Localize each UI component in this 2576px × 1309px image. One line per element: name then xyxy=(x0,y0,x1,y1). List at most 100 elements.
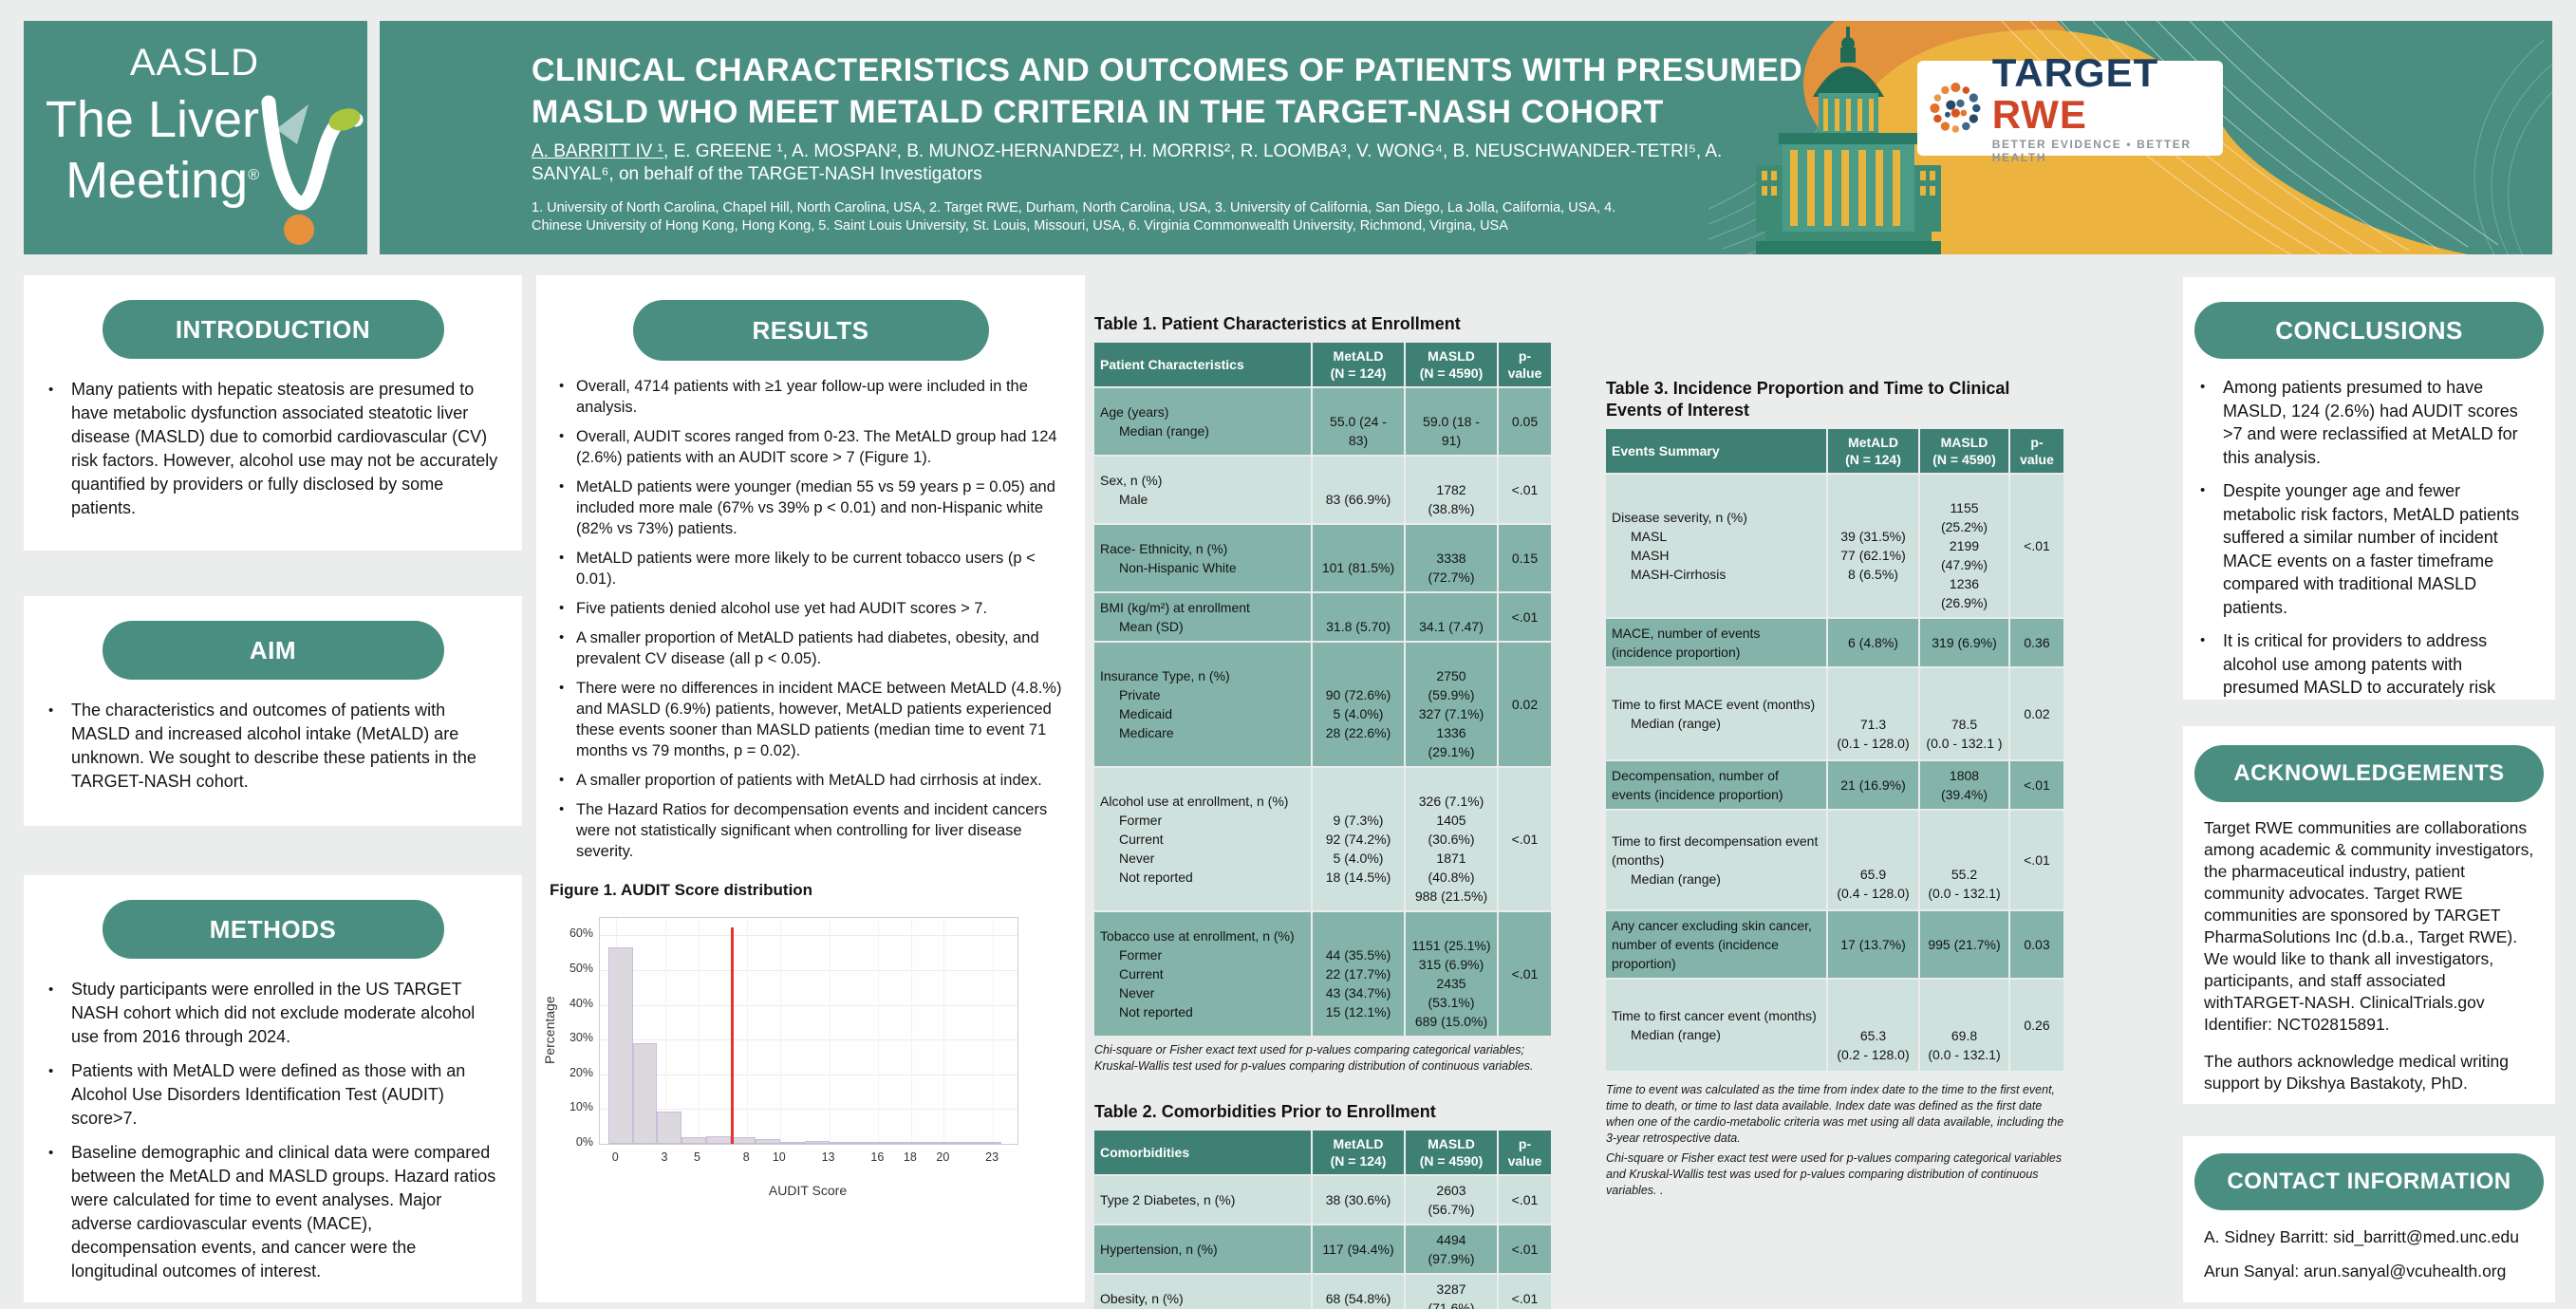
y-tick-label: 60% xyxy=(569,926,593,941)
target-rwe-wordmark: TARGET RWE xyxy=(1991,50,2159,137)
cell-value: 3338 (72.7%) xyxy=(1406,525,1497,591)
element: Not reported xyxy=(1119,1004,1193,1019)
cell-value: 6 (4.8%) xyxy=(1828,619,1918,666)
gridline xyxy=(600,1004,1017,1006)
element: 39 (31.5%) xyxy=(1840,529,1906,544)
aasld-swoosh-icon xyxy=(261,95,364,245)
x-tick-label: 13 xyxy=(821,1150,835,1164)
column-header: Comorbidities xyxy=(1094,1131,1311,1174)
threshold-line xyxy=(731,927,735,1144)
cell-pvalue: 0.36 xyxy=(2010,619,2063,666)
element: 988 (21.5%) xyxy=(1414,888,1488,904)
column-header: MetALD (N = 124) xyxy=(1313,1131,1404,1174)
x-tick-label: 3 xyxy=(661,1150,668,1164)
element: 77 (62.1%) xyxy=(1840,548,1906,563)
y-axis-ticks: 0% 10% 20% 30% 40% 50% 60% xyxy=(557,917,599,1149)
row-label: Time to first cancer event (months) Media… xyxy=(1606,980,1826,1071)
cell-pvalue: 0.03 xyxy=(2010,911,2063,978)
histogram-bar xyxy=(731,1136,756,1144)
y-axis-label: Percentage xyxy=(542,996,557,1064)
figure-1: Figure 1. AUDIT Score distribution Perce… xyxy=(536,881,1085,1198)
header-banner: TARGET RWE BETTER EVIDENCE • BETTER HEAL… xyxy=(380,21,2552,254)
target-rwe-dots-icon xyxy=(1930,83,1981,133)
cell-value: 38 (30.6%) xyxy=(1313,1176,1404,1224)
bullet-item: Among patients presumed to have MASLD, 1… xyxy=(2189,376,2538,469)
histogram-bar xyxy=(951,1142,977,1144)
cell-value: 1155 (25.2%) 2199 (47.9%) 1236 (26.9%) xyxy=(1920,475,2008,617)
element: Time to first decompensation event (mont… xyxy=(1612,833,1819,868)
aasld-meeting-line1: The Liver xyxy=(45,91,259,148)
footnote-text: Chi-square or Fisher exact text used for… xyxy=(1094,1043,1534,1073)
table-row: Time to first cancer event (months) Media… xyxy=(1606,980,2081,1071)
cell-pvalue: 0.02 xyxy=(2010,668,2063,759)
histogram-bar xyxy=(779,1142,805,1144)
contact-lines: A. Sidney Barritt: sid_barritt@med.unc.e… xyxy=(2204,1225,2534,1282)
element: (0.0 - 132.1) xyxy=(1928,886,2001,901)
conclusions-bullets: Among patients presumed to have MASLD, 1… xyxy=(2189,376,2538,700)
x-tick-label: 10 xyxy=(772,1150,786,1164)
element: 1336 (29.1%) xyxy=(1428,725,1475,759)
element: 69.8 xyxy=(1951,1028,1978,1043)
results-heading: RESULTS xyxy=(632,300,989,361)
element: MACE, number of events (incidence propor… xyxy=(1612,626,1761,660)
cell-pvalue: <.01 xyxy=(1499,912,1551,1036)
cell-value: 1808 (39.4%) xyxy=(1920,761,2008,809)
element: Medicare xyxy=(1119,725,1174,740)
gridline xyxy=(600,1039,1017,1041)
element: 5 (4.0%) xyxy=(1333,706,1384,721)
histogram-bar xyxy=(903,1142,928,1144)
element: Decompensation, number of events (incide… xyxy=(1612,768,1783,802)
table-row: BMI (kg/m²) at enrollment Mean (SD) 31.8 (… xyxy=(1094,593,1552,641)
aim-card: AIM The characteristics and outcomes of … xyxy=(24,596,522,826)
table3-footnote: Time to event was calculated as the time… xyxy=(1606,1082,2067,1199)
x-tick-label: 18 xyxy=(903,1150,917,1164)
element: MASH-Cirrhosis xyxy=(1631,567,1727,582)
tables-column: Table 1. Patient Characteristics at Enro… xyxy=(1094,313,1552,1309)
element: 5 (4.0%) xyxy=(1333,851,1384,866)
x-tick-label: 23 xyxy=(985,1150,999,1164)
bullet-item: Patients with MetALD were defined as tho… xyxy=(37,1059,499,1131)
results-card: RESULTS Overall, 4714 patients with ≥1 y… xyxy=(536,275,1085,1302)
histogram-plot xyxy=(599,917,1018,1145)
conclusions-heading: CONCLUSIONS xyxy=(2194,302,2544,359)
cell-value: 995 (21.7%) xyxy=(1920,911,2008,978)
cell-value: 68 (54.8%) xyxy=(1313,1275,1404,1309)
element: 1151 (25.1%) xyxy=(1411,938,1491,953)
row-label: Type 2 Diabetes, n (%) xyxy=(1094,1176,1311,1224)
cell-value: 17 (13.7%) xyxy=(1828,911,1918,978)
element: 78.5 xyxy=(1951,717,1978,732)
cell-value: 3287 (71.6%) xyxy=(1406,1275,1497,1309)
x-tick-label: 20 xyxy=(936,1150,950,1164)
cell-value: 117 (94.4%) xyxy=(1313,1225,1404,1273)
row-label: Tobacco use at enrollment, n (%) Former Cu… xyxy=(1094,912,1311,1036)
element: (0.4 - 128.0) xyxy=(1837,886,1910,901)
y-tick-label: 0% xyxy=(575,1135,593,1149)
gridline xyxy=(878,918,880,1144)
introduction-card: INTRODUCTION Many patients with hepatic … xyxy=(24,275,522,551)
histogram-bar xyxy=(976,1142,1001,1144)
element: 315 (6.9%) xyxy=(1418,957,1484,972)
cell-value: 65.3 (0.2 - 128.0) xyxy=(1828,980,1918,1071)
element: Tobacco use at enrollment, n (%) xyxy=(1100,928,1295,944)
table-row: Insurance Type, n (%) Private Medicaid Medi… xyxy=(1094,643,1552,766)
row-label: Race- Ethnicity, n (%) Non-Hispanic White xyxy=(1094,525,1311,591)
gridline xyxy=(993,918,995,1144)
element: 65.9 xyxy=(1859,867,1887,882)
element: 44 (35.5%) xyxy=(1325,947,1391,963)
table3-title: Table 3. Incidence Proportion and Time t… xyxy=(1606,379,2010,420)
element: 2435 (53.1%) xyxy=(1428,976,1475,1010)
row-label: Decompensation, number of events (incide… xyxy=(1606,761,1826,809)
gridline xyxy=(779,918,781,1144)
bullet-item: Baseline demographic and clinical data w… xyxy=(37,1141,499,1283)
table2-title: Table 2. Comorbidities Prior to Enrollme… xyxy=(1094,1102,1436,1121)
cell-pvalue: <.01 xyxy=(1499,1225,1551,1273)
cell-pvalue: <.01 xyxy=(2010,811,2063,909)
cell-pvalue: 0.05 xyxy=(1499,388,1551,455)
element: Not reported xyxy=(1119,870,1193,885)
element: Time to first MACE event (months) xyxy=(1612,697,1816,712)
column-header: p-value xyxy=(1499,1131,1551,1174)
cell-pvalue: <.01 xyxy=(2010,475,2063,617)
affiliations: 1. University of North Carolina, Chapel … xyxy=(532,200,1616,234)
element: 90 (72.6%) xyxy=(1325,687,1391,702)
